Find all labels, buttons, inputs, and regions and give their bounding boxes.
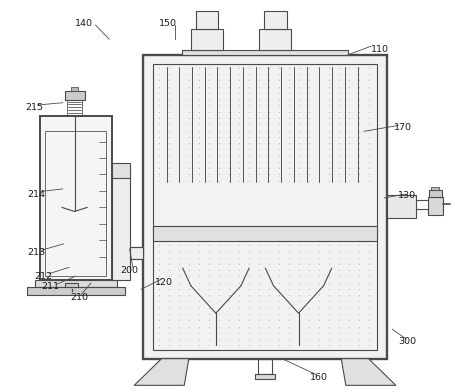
Text: 130: 130 [398,192,416,200]
Text: 300: 300 [398,338,416,346]
Bar [259,29,291,50]
Bar [71,87,78,91]
Bar [431,187,439,190]
Bar [78,163,112,178]
Bar [112,163,130,178]
Bar [428,198,443,215]
Text: 160: 160 [309,373,328,381]
Polygon shape [134,359,189,385]
Bar [153,226,377,241]
Bar [112,171,130,280]
Bar [67,100,82,116]
Text: 211: 211 [41,283,59,291]
Bar [191,29,223,50]
Text: 120: 120 [155,278,173,287]
Bar [429,190,442,198]
Bar [258,359,272,374]
Bar [264,11,287,29]
Bar [130,247,143,259]
Text: 214: 214 [27,190,46,198]
Bar [46,131,106,276]
Text: 140: 140 [75,19,93,28]
Text: 110: 110 [371,45,389,53]
Bar [65,91,85,100]
Bar [65,283,78,287]
Text: 210: 210 [71,294,89,302]
Text: 215: 215 [25,103,43,112]
Bar [153,64,377,350]
Text: 150: 150 [159,19,177,28]
Bar [35,280,117,287]
Text: 212: 212 [34,272,52,281]
Bar [255,374,275,379]
Bar [27,287,125,295]
Polygon shape [341,359,396,385]
Text: 213: 213 [27,249,46,257]
Text: 200: 200 [121,266,139,275]
Bar [143,55,387,359]
Bar [196,11,218,29]
Text: 170: 170 [394,123,412,132]
Bar [387,195,416,218]
Bar [40,116,112,280]
Bar [182,50,348,55]
